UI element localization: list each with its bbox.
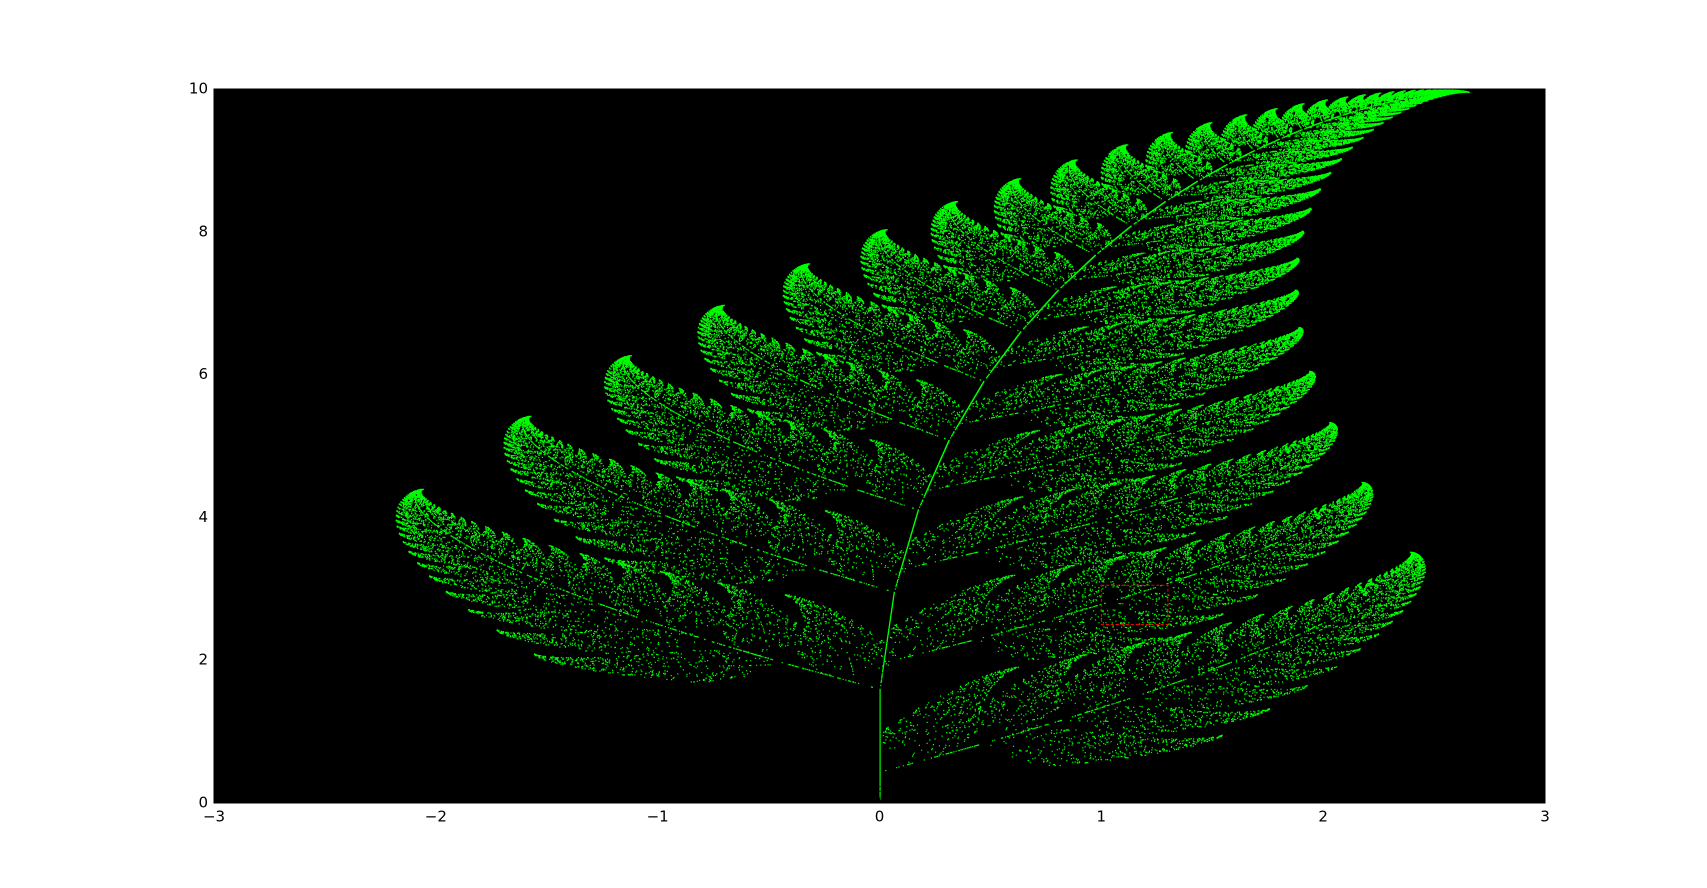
fern-points [395, 89, 1470, 800]
x-tick-label: −3 [203, 808, 225, 826]
y-tick-label: 0 [198, 794, 208, 812]
x-tick-label: 3 [1540, 808, 1550, 826]
x-tick-label: −2 [425, 808, 447, 826]
y-tick-label: 8 [198, 222, 208, 240]
x-tick-label: 0 [875, 808, 885, 826]
x-tick-label: 1 [1097, 808, 1107, 826]
y-tick-label: 4 [198, 508, 208, 526]
x-tick-label: 2 [1318, 808, 1328, 826]
x-tick-label: −1 [647, 808, 669, 826]
y-tick-label: 10 [189, 80, 208, 98]
y-tick-label: 2 [198, 651, 208, 669]
highlight-box [1100, 584, 1169, 625]
y-tick-label: 6 [198, 365, 208, 383]
